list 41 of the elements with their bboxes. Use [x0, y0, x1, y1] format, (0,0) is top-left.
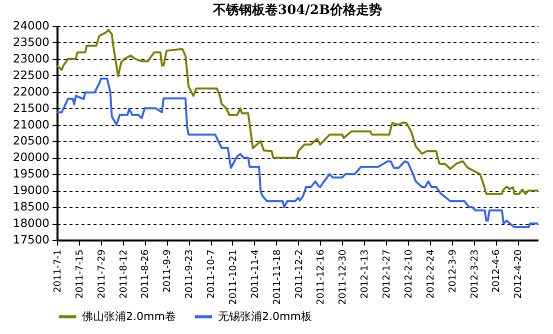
- x-tick-label: 2011-12-30: [338, 250, 349, 305]
- x-tick-label: 2011-11-4: [250, 250, 261, 299]
- x-tick-label: 2012-4-20: [513, 250, 524, 299]
- y-tick-label: 18000: [12, 216, 50, 230]
- x-tick-label: 2012-4-6: [491, 250, 502, 293]
- x-tick-label: 2011-12-2: [294, 250, 305, 299]
- legend-label: 无锡张浦2.0mm板: [218, 310, 312, 323]
- y-tick-label: 20000: [12, 150, 50, 164]
- legend-label: 佛山张浦2.0mm卷: [82, 310, 176, 323]
- y-tick-label: 21500: [12, 100, 50, 115]
- x-tick-label: 2011-7-1: [52, 250, 64, 293]
- x-tick-label: 2011-7-15: [74, 250, 86, 299]
- y-tick-label: 21000: [12, 117, 50, 132]
- y-tick-label: 22000: [12, 84, 50, 98]
- x-tick-label: 2011-9-23: [184, 250, 196, 299]
- chart-title: 不锈钢板卷304/2B价格走势: [212, 2, 382, 18]
- x-tick-label: 2011-7-29: [96, 250, 108, 299]
- y-tick-label: 23500: [12, 34, 50, 49]
- x-tick-label: 2012-3-23: [469, 250, 480, 299]
- x-tick-label: 2011-11-18: [272, 250, 283, 305]
- y-tick-label: 18500: [12, 200, 50, 214]
- x-tick-label: 2012-2-10: [403, 250, 414, 299]
- line-series: [57, 78, 538, 228]
- x-tick-label: 2012-2-24: [425, 250, 436, 299]
- x-tick-label: 2011-10-7: [206, 250, 218, 299]
- y-tick-label: 23000: [12, 51, 50, 66]
- x-tick-label: 2011-8-26: [140, 250, 152, 299]
- x-tick-label: 2012-1-13: [360, 250, 371, 299]
- y-tick-label: 22500: [12, 68, 50, 82]
- y-tick-label: 17500: [12, 232, 50, 246]
- x-tick-label: 2011-8-12: [118, 250, 130, 299]
- y-tick-label: 24000: [12, 18, 50, 32]
- x-tick-label: 2011-10-21: [228, 250, 239, 305]
- line-series: [57, 28, 538, 195]
- x-tick-label: 2012-1-27: [382, 250, 393, 299]
- y-tick-label: 20500: [12, 134, 50, 148]
- x-tick-label: 2011-9-9: [162, 250, 174, 293]
- x-tick-label: 2012-3-9: [447, 250, 458, 293]
- y-tick-label: 19000: [12, 183, 50, 198]
- x-tick-label: 2011-12-16: [316, 250, 327, 305]
- y-tick-label: 19500: [12, 166, 50, 181]
